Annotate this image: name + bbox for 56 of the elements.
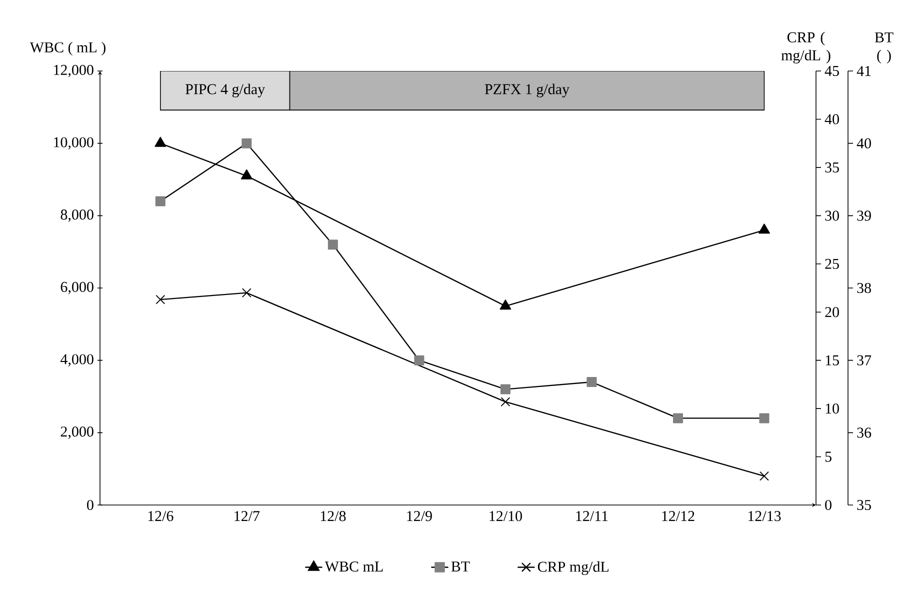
point [156, 294, 166, 304]
x-tick-label: 12/10 [490, 511, 522, 522]
point [500, 384, 510, 394]
y3-axis-title: BT ( ) [874, 32, 894, 64]
legend-label: WBC mL [324, 562, 383, 572]
point [758, 224, 770, 234]
y2-tick-label: 35 [825, 162, 839, 172]
x-tick-label: 12/11 [576, 511, 608, 522]
point [760, 471, 769, 481]
y-tick-label: 12,000 [54, 64, 94, 78]
y-tick-label: 8,000 [60, 210, 94, 222]
point [672, 413, 683, 424]
x-tick-label: 12/13 [748, 511, 781, 522]
point [328, 240, 338, 250]
y-axis-title: WBC ( mL ) [30, 42, 106, 56]
legend-label: CRP mg/dL [538, 561, 609, 575]
point [414, 355, 424, 366]
point [242, 138, 252, 148]
legend-label: BT [451, 562, 470, 572]
y-tick-label: 6,000 [60, 282, 94, 294]
y-tick-label: 10,000 [54, 137, 94, 150]
y2-tick-label: 40 [824, 114, 839, 124]
band-label: PIPC 4 g/day [186, 84, 266, 98]
point [586, 377, 597, 388]
y3-tick-label: 40 [856, 138, 871, 148]
y2-axis-title: CRP ( mg/dL ) [781, 32, 830, 64]
y2-tick-label: 30 [825, 210, 839, 221]
x-tick-label: 12/12 [662, 511, 694, 522]
point [240, 169, 252, 180]
point [759, 413, 770, 424]
y3-tick-label: 41 [856, 66, 871, 76]
y2-tick-label: 10 [826, 403, 839, 414]
point [242, 288, 252, 298]
x-tick-label: 12/9 [407, 511, 432, 522]
point [154, 136, 166, 147]
y2-tick-label: 0 [825, 500, 832, 510]
y2-tick-label: 5 [825, 452, 832, 462]
y3-tick-label: 36 [857, 428, 872, 438]
x-tick-label: 12/7 [234, 511, 260, 522]
y-tick-label: 0 [87, 500, 94, 510]
y3-tick-label: 38 [857, 282, 871, 294]
y3-tick-label: 39 [857, 210, 871, 221]
y2-tick-label: 15 [826, 355, 839, 366]
y2-tick-label: 20 [825, 307, 839, 318]
y3-tick-label: 37 [857, 355, 872, 366]
x-tick-label: 12/6 [148, 511, 174, 522]
point [500, 300, 512, 310]
point [155, 196, 166, 206]
y2-tick-label: 45 [824, 66, 839, 76]
x-tick-label: 12/8 [320, 511, 346, 522]
y3-tick-label: 35 [857, 500, 871, 510]
band-label: PZFX 1 g/day [484, 84, 570, 98]
y2-tick-label: 25 [825, 258, 839, 269]
point [500, 397, 510, 407]
y-tick-label: 2,000 [60, 426, 94, 439]
y-tick-label: 4,000 [60, 354, 94, 366]
